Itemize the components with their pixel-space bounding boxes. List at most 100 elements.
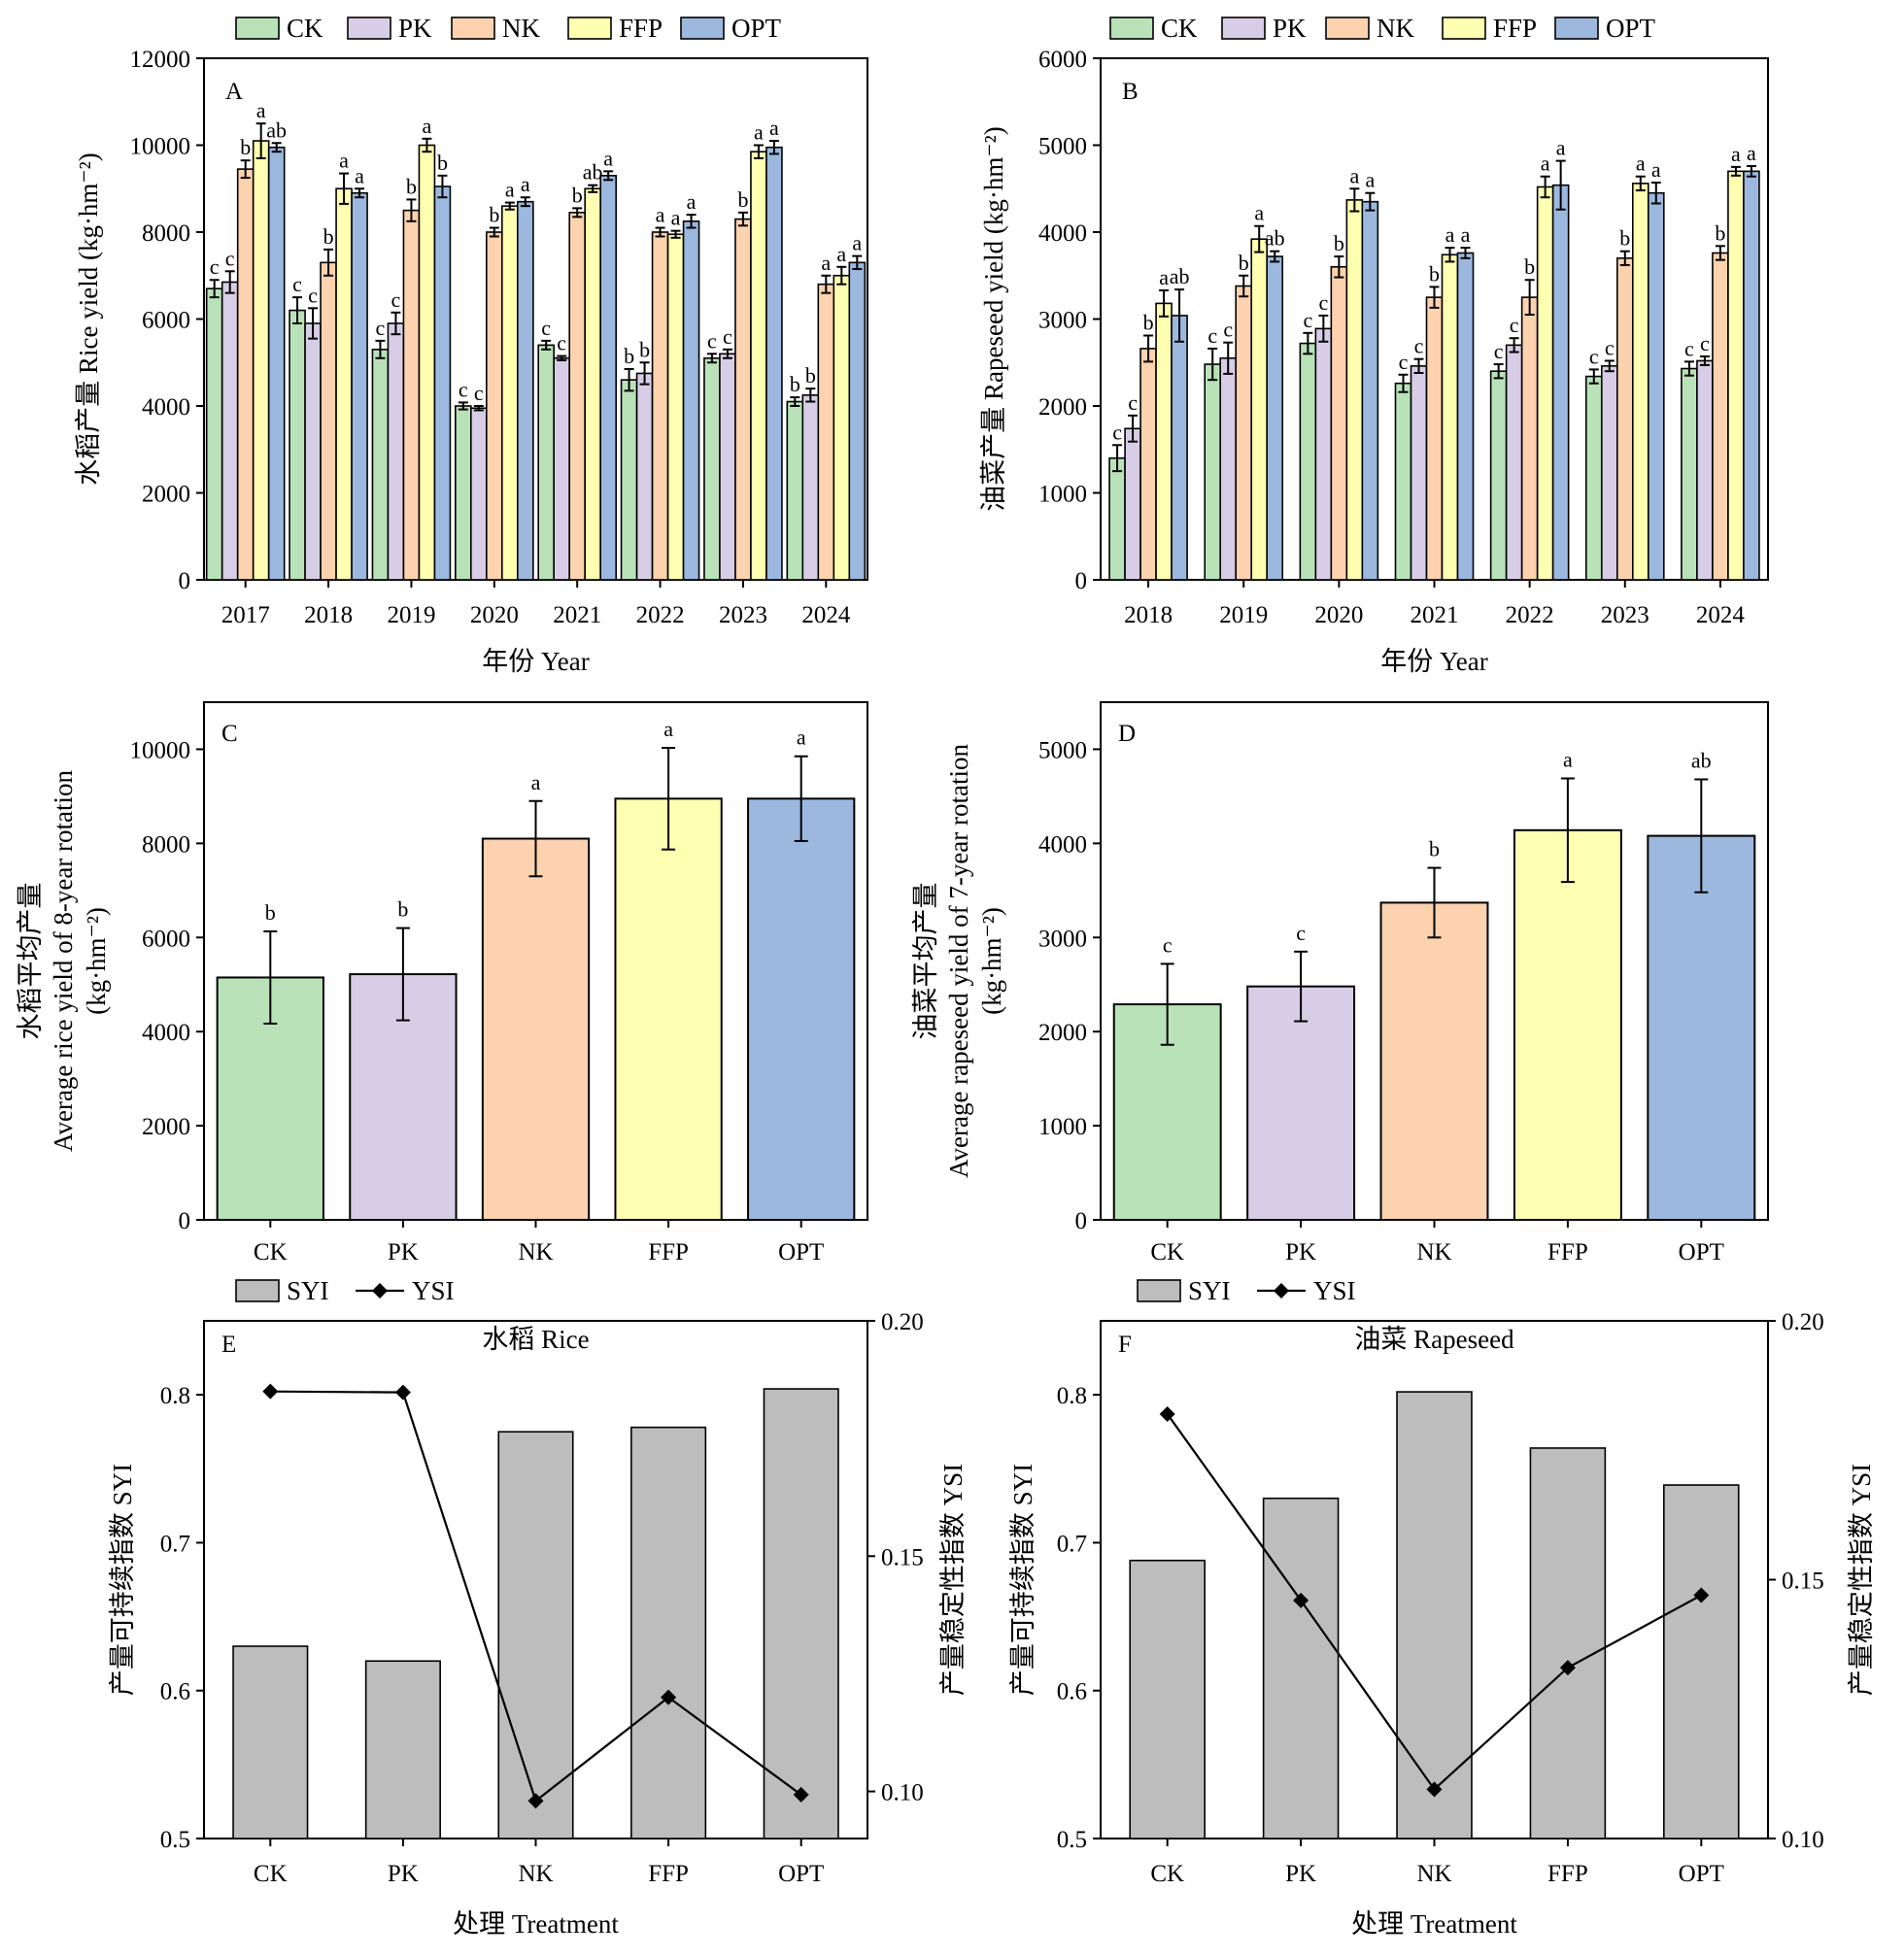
chart-a-bar-CK-2018 xyxy=(289,309,306,581)
chart-f-x-tick-label: CK xyxy=(1150,1861,1184,1887)
chart-a-bar-CK-2020 xyxy=(455,405,472,581)
chart-c-bar-FFP xyxy=(614,797,723,1222)
chart-b-bar-PK-2022 xyxy=(1505,344,1523,581)
chart-a-sig-label: a xyxy=(505,178,515,202)
chart-a-sig-label: c xyxy=(474,381,484,405)
chart-c-bar-OPT xyxy=(747,797,856,1222)
chart-e-x-tick-label: FFP xyxy=(648,1861,689,1887)
chart-b-sig-label: b xyxy=(1239,251,1249,275)
chart-e-y-axis-label: 产量可持续指数 SYI xyxy=(108,1464,137,1696)
chart-a-bar-OPT-2020 xyxy=(517,200,534,581)
chart-b-bar-NK-2020 xyxy=(1330,265,1348,581)
chart-b-sig-label: ab xyxy=(1265,226,1285,251)
chart-a-bar-NK-2017 xyxy=(236,168,255,581)
chart-c-sig-label: a xyxy=(663,717,673,741)
chart-b-bar-OPT-2020 xyxy=(1361,200,1379,581)
chart-b-x-tick-label: 2020 xyxy=(1314,602,1363,628)
chart-a-bar-FFP-2024 xyxy=(833,274,851,581)
chart-e-x-axis-label: 处理 Treatment xyxy=(453,1909,619,1939)
chart-b-bar-PK-2020 xyxy=(1314,327,1333,581)
chart-b-bar-OPT-2021 xyxy=(1456,252,1475,581)
chart-a-y-tick-label: 4000 xyxy=(142,394,190,421)
chart-d-bar-OPT xyxy=(1647,834,1756,1221)
chart-e-panel-label: E xyxy=(221,1332,236,1358)
chart-b-sig-label: c xyxy=(1207,323,1217,348)
legend-e-label-YSI: YSI xyxy=(412,1276,455,1305)
chart-d-x-tick-label: PK xyxy=(1285,1239,1316,1265)
chart-a-sig-label: b xyxy=(437,151,448,175)
chart-e-y-tick-label: 0.8 xyxy=(160,1383,190,1409)
chart-a-sig-label: b xyxy=(805,363,816,388)
chart-a-bar-NK-2019 xyxy=(402,209,421,581)
chart-a-y-tick-label: 6000 xyxy=(142,308,190,334)
chart-e-ysi-point-FFP xyxy=(661,1689,677,1705)
chart-c-x-tick-label: FFP xyxy=(648,1239,689,1265)
chart-a-bar-OPT-2024 xyxy=(848,261,867,581)
legend-a-label-FFP: FFP xyxy=(619,14,663,43)
chart-c-y-axis-label: Average rice yield of 8-year rotation xyxy=(49,769,78,1152)
chart-d-sig-label: a xyxy=(1563,747,1573,771)
chart-f-syi-bar-NK xyxy=(1396,1391,1473,1839)
chart-a-bar-PK-2019 xyxy=(387,322,405,581)
chart-a-sig-label: b xyxy=(624,344,634,368)
chart-d-sig-label: c xyxy=(1163,932,1173,957)
chart-a-sig-label: c xyxy=(308,283,318,307)
chart-b-bar-CK-2018 xyxy=(1108,456,1126,581)
chart-a-y-tick-label: 12000 xyxy=(130,47,191,73)
chart-e-syi-bar-FFP xyxy=(630,1426,707,1839)
chart-a-bar-PK-2020 xyxy=(470,407,488,581)
chart-b-sig-label: a xyxy=(1747,141,1756,165)
legend-a-swatch-OPT xyxy=(680,17,725,40)
legend-b-swatch-FFP xyxy=(1442,17,1486,40)
chart-a-x-tick-label: 2023 xyxy=(719,602,767,628)
chart-a-sig-label: a xyxy=(769,116,779,140)
chart-d-y-tick-label: 4000 xyxy=(1038,831,1087,858)
chart-e-ysi-point-PK xyxy=(394,1384,411,1400)
chart-b-sig-label: a xyxy=(1636,152,1646,176)
chart-a-bar-PK-2022 xyxy=(635,372,654,581)
legend-a-label-OPT: OPT xyxy=(731,14,782,43)
chart-d-sig-label: c xyxy=(1296,921,1306,945)
chart-b-sig-label: b xyxy=(1524,254,1535,279)
chart-e-syi-bar-OPT xyxy=(763,1388,839,1839)
chart-a-sig-label: a xyxy=(852,231,862,255)
legend-a-label-CK: CK xyxy=(287,14,323,43)
chart-b-y-tick-label: 2000 xyxy=(1038,394,1087,421)
chart-a-sig-label: a xyxy=(339,149,349,173)
chart-b-x-tick-label: 2021 xyxy=(1411,602,1459,628)
chart-d-y-tick-label: 2000 xyxy=(1038,1020,1087,1046)
chart-b-y-tick-label: 0 xyxy=(1075,568,1088,594)
chart-a-bar-OPT-2022 xyxy=(682,220,700,581)
chart-b-bar-OPT-2024 xyxy=(1743,170,1760,581)
chart-a-x-tick-label: 2024 xyxy=(801,602,851,628)
chart-f-y-tick-label: 0.6 xyxy=(1057,1679,1087,1705)
chart-f-y2-tick-label: 0.10 xyxy=(1782,1827,1824,1853)
chart-a-bar-FFP-2017 xyxy=(252,140,270,581)
chart-f-y-tick-label: 0.5 xyxy=(1057,1827,1087,1853)
chart-b-sig-label: a xyxy=(1349,163,1359,187)
chart-b-sig-label: a xyxy=(1365,168,1375,192)
chart-a-y-tick-label: 8000 xyxy=(142,220,190,247)
chart-b-sig-label: c xyxy=(1684,336,1694,360)
chart-a-bar-CK-2017 xyxy=(205,287,223,581)
chart-f-syi-bar-PK xyxy=(1262,1497,1340,1839)
chart-f-panel-label: F xyxy=(1118,1332,1132,1358)
chart-a-sig-label: c xyxy=(391,287,401,312)
legend-a-swatch-PK xyxy=(347,17,391,40)
chart-a-sig-label: c xyxy=(557,331,566,355)
chart-a-y-tick-label: 0 xyxy=(179,568,191,594)
chart-a-x-tick-label: 2021 xyxy=(553,602,601,628)
chart-b-bar-NK-2019 xyxy=(1235,285,1253,581)
chart-c-x-tick-label: NK xyxy=(518,1239,553,1265)
chart-d-sig-label: b xyxy=(1429,837,1440,861)
chart-f-syi-bar-OPT xyxy=(1663,1484,1740,1839)
chart-a-bar-FFP-2021 xyxy=(584,187,601,581)
chart-b-y-tick-label: 1000 xyxy=(1038,482,1087,508)
chart-e-y2-tick-label: 0.10 xyxy=(881,1780,924,1806)
chart-a-bar-CK-2022 xyxy=(620,379,638,581)
chart-b-sig-label: c xyxy=(1318,290,1328,315)
chart-a-sig-label: b xyxy=(323,224,334,249)
chart-b-sig-label: a xyxy=(1556,136,1566,160)
chart-f-y2-axis-label: 产量稳定性指数 YSI xyxy=(1847,1464,1876,1696)
